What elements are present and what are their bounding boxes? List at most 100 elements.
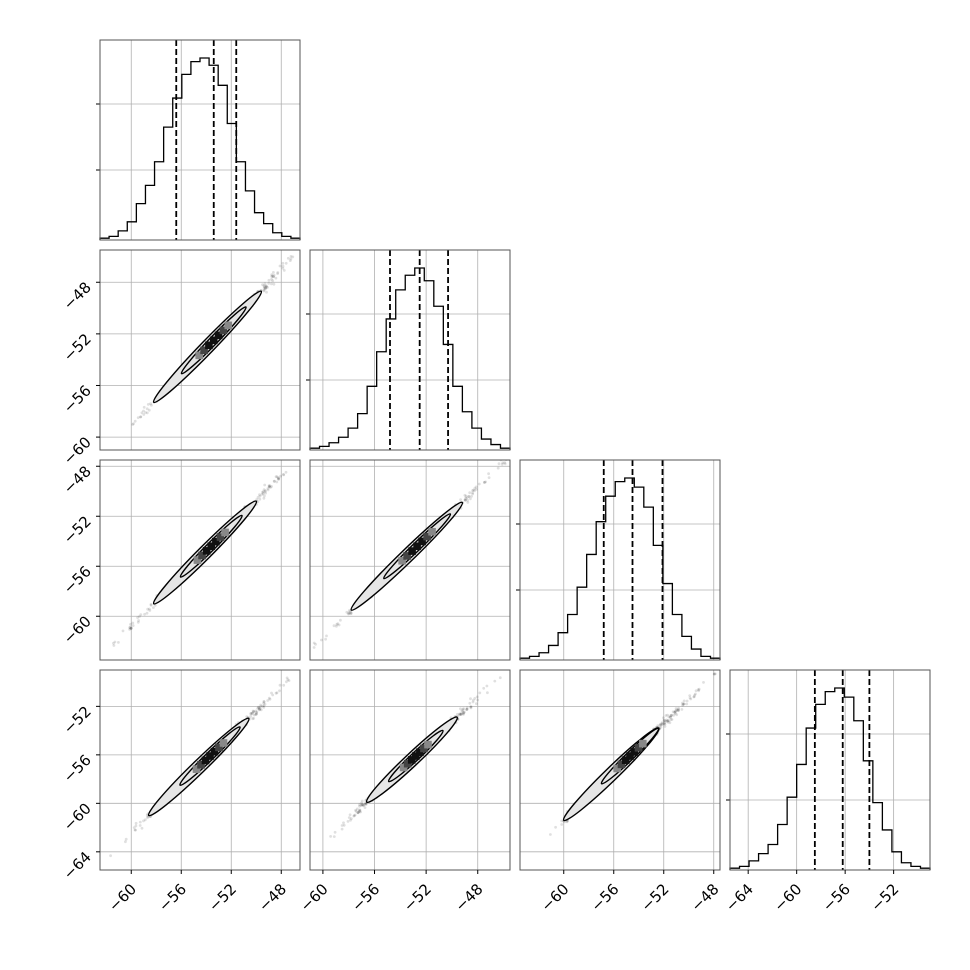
sample-point xyxy=(136,620,140,624)
sample-point xyxy=(688,694,692,697)
sample-point xyxy=(465,708,468,711)
ytick-label: −56 xyxy=(60,382,95,417)
sample-point xyxy=(254,709,257,713)
sample-point xyxy=(340,824,344,827)
sample-point xyxy=(349,818,352,822)
sample-point xyxy=(268,697,272,701)
sample-point xyxy=(668,721,672,725)
sample-point xyxy=(142,405,146,409)
sample-point xyxy=(663,725,667,728)
sample-point xyxy=(136,616,140,619)
density-core-cell xyxy=(398,556,406,565)
sample-point xyxy=(274,691,278,695)
sample-point xyxy=(270,282,273,286)
density-core-cell xyxy=(198,551,206,560)
sample-point xyxy=(460,711,463,715)
ytick-label: −60 xyxy=(60,799,95,834)
sample-point xyxy=(459,712,462,716)
sample-point xyxy=(128,625,132,629)
sample-point xyxy=(675,708,678,712)
sample-point xyxy=(258,708,261,712)
sample-point xyxy=(505,455,508,458)
sample-point xyxy=(269,486,272,489)
sample-point xyxy=(255,710,259,714)
xtick-label: −48 xyxy=(451,880,486,915)
sample-point xyxy=(483,481,486,484)
sample-point xyxy=(251,717,255,721)
sample-point xyxy=(685,702,689,706)
sample-point xyxy=(565,820,569,824)
hist-bars-3 xyxy=(729,687,931,870)
sample-point xyxy=(673,711,677,714)
sample-point xyxy=(474,485,478,489)
sample-point xyxy=(124,840,127,844)
density-core-cell xyxy=(210,747,219,756)
ytick-label: −64 xyxy=(60,848,95,883)
sample-point xyxy=(262,488,266,492)
sample-point xyxy=(462,707,466,711)
sample-point xyxy=(134,824,138,828)
sample-point xyxy=(271,693,275,697)
sample-point xyxy=(676,709,680,712)
sample-point xyxy=(667,719,671,723)
pair-frame-2-1 xyxy=(309,459,511,661)
sample-point xyxy=(146,607,150,611)
sample-point xyxy=(677,706,680,710)
contour-outer xyxy=(350,501,464,611)
sample-point xyxy=(656,724,660,727)
sample-point xyxy=(316,229,319,232)
sample-point xyxy=(675,713,679,717)
sample-point xyxy=(456,712,459,716)
sample-point xyxy=(132,826,136,829)
contour-outer xyxy=(365,716,459,804)
sample-point xyxy=(149,603,153,606)
sample-point xyxy=(350,817,353,820)
sample-point xyxy=(140,411,144,415)
sample-point xyxy=(359,804,363,807)
sample-point xyxy=(150,403,153,407)
sample-point xyxy=(145,411,149,415)
pair-frame-1-0 xyxy=(99,249,301,451)
xtick-label: −56 xyxy=(819,880,854,915)
sample-point xyxy=(463,493,467,497)
sample-point xyxy=(497,462,501,466)
sample-point xyxy=(669,715,672,719)
sample-point xyxy=(487,476,491,479)
ytick-label: −52 xyxy=(60,330,95,365)
sample-point xyxy=(245,715,249,718)
sample-point xyxy=(133,828,137,832)
sample-point xyxy=(272,275,275,278)
sample-point xyxy=(460,709,464,713)
sample-point xyxy=(256,500,260,503)
sample-point xyxy=(335,623,339,626)
pair-frame-3-2 xyxy=(519,669,721,871)
sample-point xyxy=(669,714,673,718)
sample-point xyxy=(659,723,663,727)
sample-point xyxy=(473,486,477,490)
sample-point xyxy=(461,709,465,712)
sample-point xyxy=(250,712,254,715)
sample-point xyxy=(144,411,147,414)
sample-point xyxy=(128,626,132,630)
sample-point xyxy=(471,492,475,496)
sample-point xyxy=(333,830,337,834)
sample-point xyxy=(472,488,475,492)
sample-point xyxy=(262,284,266,288)
density-core-cell xyxy=(214,331,223,340)
sample-point xyxy=(688,696,692,700)
sample-point xyxy=(332,624,336,628)
density-core-cell xyxy=(420,744,428,753)
sample-point xyxy=(466,498,469,502)
density-core-cell xyxy=(200,346,208,355)
sample-point xyxy=(267,485,271,489)
sample-point xyxy=(270,278,273,281)
sample-point xyxy=(347,816,351,819)
sample-point xyxy=(255,711,258,714)
sample-point xyxy=(500,462,504,466)
sample-point xyxy=(134,828,137,832)
sample-point xyxy=(272,273,276,277)
sample-point xyxy=(355,807,359,811)
density-core-cell xyxy=(639,739,647,748)
pair-panel-3-2 xyxy=(519,669,721,871)
